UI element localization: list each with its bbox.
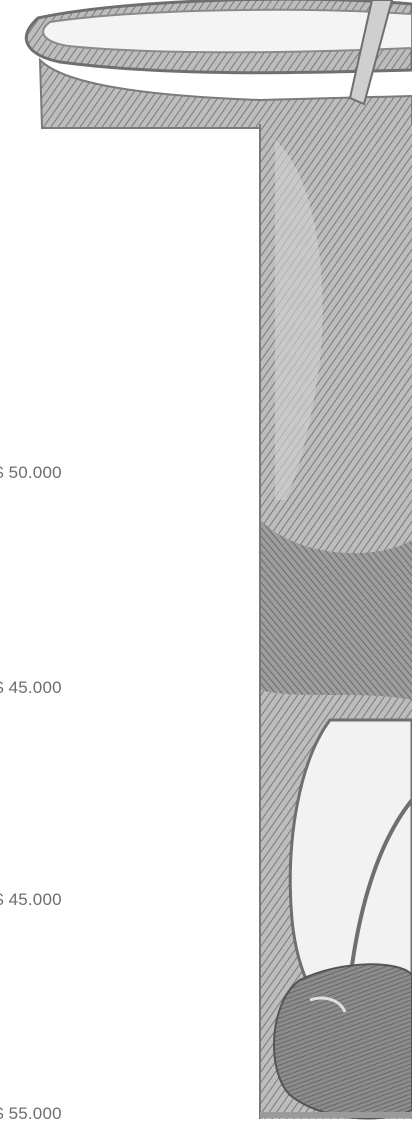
menu-item-price: $ 45.000: [0, 890, 62, 909]
menu-item-price: $ 55.000: [0, 1104, 62, 1123]
glass-rim-icon: [24, 0, 412, 129]
price-list: $ 50.000 $ 45.000 $ 45.000 $ 55.000: [0, 463, 62, 1123]
menu-item-price: $ 45.000: [0, 678, 62, 697]
menu-item-price: $ 50.000: [0, 463, 62, 482]
glass-body-icon: [259, 124, 412, 1120]
